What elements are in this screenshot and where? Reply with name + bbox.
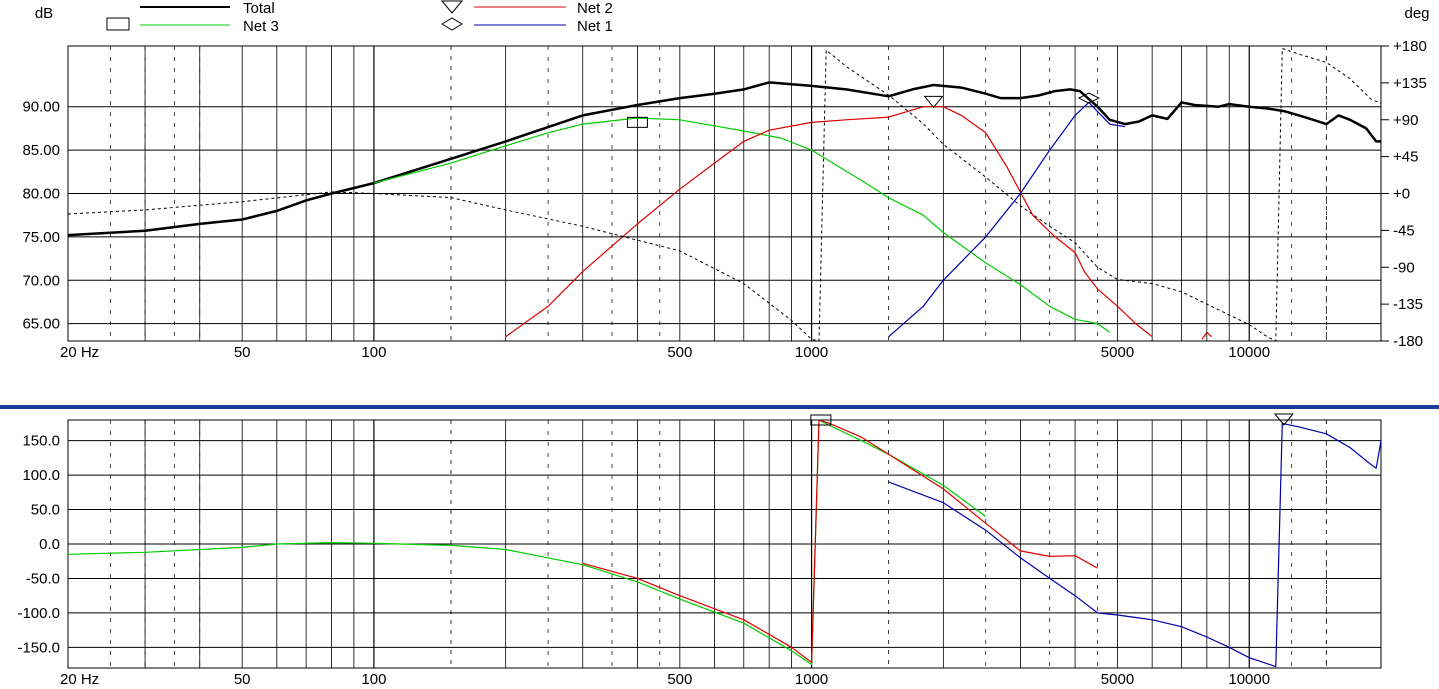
x-tick-label: 1000	[795, 671, 828, 688]
x-tick-label: 20 Hz	[60, 671, 99, 688]
magnitude-phase-chart: 65.00 70.00 75.00 80.00 85.00 90.00 +180 +135 +9…	[22, 0, 1429, 361]
y-tick-label: 85.00	[22, 142, 60, 159]
marker-square	[810, 414, 832, 426]
y-tick-label: 100.0	[22, 467, 60, 484]
grid	[67, 420, 1382, 668]
x-tick-label: 500	[667, 344, 692, 361]
legend-label-net-3: Net 3	[243, 18, 279, 35]
y-tick-label: 80.00	[22, 186, 60, 203]
x-tick-label: 100	[361, 671, 386, 688]
y2-tick-label: +180	[1393, 38, 1427, 55]
x-tick-label: 20 Hz	[60, 344, 99, 361]
x-tick-label: 1000	[795, 344, 828, 361]
series-line-total	[68, 81, 1381, 237]
marker-square	[626, 116, 648, 128]
x-tick-label: 10000	[1228, 671, 1270, 688]
series-line-phase	[68, 48, 1381, 341]
legend-marker-triangle	[440, 0, 464, 14]
x-tick-label: 100	[361, 344, 386, 361]
y2-tick-label: +45	[1393, 149, 1418, 166]
series-line-net-2-tail	[1201, 331, 1212, 340]
grid	[67, 46, 1382, 341]
series-line-net-1	[888, 101, 1126, 338]
y-tick-label: 75.00	[22, 229, 60, 246]
x-tick-label: 50	[234, 344, 251, 361]
legend-label-net-1: Net 1	[577, 18, 613, 35]
y-tick-label: 90.00	[22, 99, 60, 116]
y2-tick-label: -135	[1393, 296, 1423, 313]
x-tick-label: 5000	[1101, 671, 1134, 688]
y-tick-label: -100.0	[17, 605, 60, 622]
y-tick-label: 70.00	[22, 272, 60, 289]
series-group	[68, 48, 1381, 341]
marker-triangle	[1273, 413, 1294, 426]
legend-label-net-2: Net 2	[577, 0, 613, 17]
legend-marker-diamond	[441, 17, 463, 31]
x-tick-label: 500	[667, 671, 692, 688]
series-line-net-2	[505, 106, 1153, 338]
y-tick-label: 0.0	[39, 536, 60, 553]
y2-tick-label: +135	[1393, 75, 1427, 92]
y-tick-label: 65.00	[22, 316, 60, 333]
phase-difference-chart: 150.0 100.0 50.0 0.0 -50.0 -100.0 -150.020 Hz 5…	[17, 413, 1382, 688]
y2-tick-label: -90	[1393, 259, 1415, 276]
y2-tick-label: +90	[1393, 112, 1418, 129]
series-group	[68, 420, 1381, 668]
series-line-net-2	[582, 420, 1098, 664]
series-line-net-3	[68, 420, 987, 666]
x-tick-label: 5000	[1101, 344, 1134, 361]
x-tick-label: 10000	[1228, 344, 1270, 361]
y2-tick-label: -45	[1393, 222, 1415, 239]
y2-tick-label: -180	[1393, 333, 1423, 350]
y2-axis-label: deg	[1404, 5, 1429, 22]
y-tick-label: 50.0	[31, 502, 60, 519]
legend-marker-square	[106, 17, 130, 31]
marker-triangle	[923, 95, 944, 109]
y-tick-label: -50.0	[26, 570, 60, 587]
legend-label-total: Total	[243, 0, 275, 17]
series-line-net-1	[888, 422, 1381, 668]
y-axis-label: dB	[35, 5, 53, 22]
y-tick-label: 150.0	[22, 433, 60, 450]
marker-diamond	[1077, 92, 1100, 104]
y2-tick-label: +0	[1393, 186, 1410, 203]
series-line-net-3	[373, 117, 1111, 333]
y-tick-label: -150.0	[17, 639, 60, 656]
x-tick-label: 50	[234, 671, 251, 688]
